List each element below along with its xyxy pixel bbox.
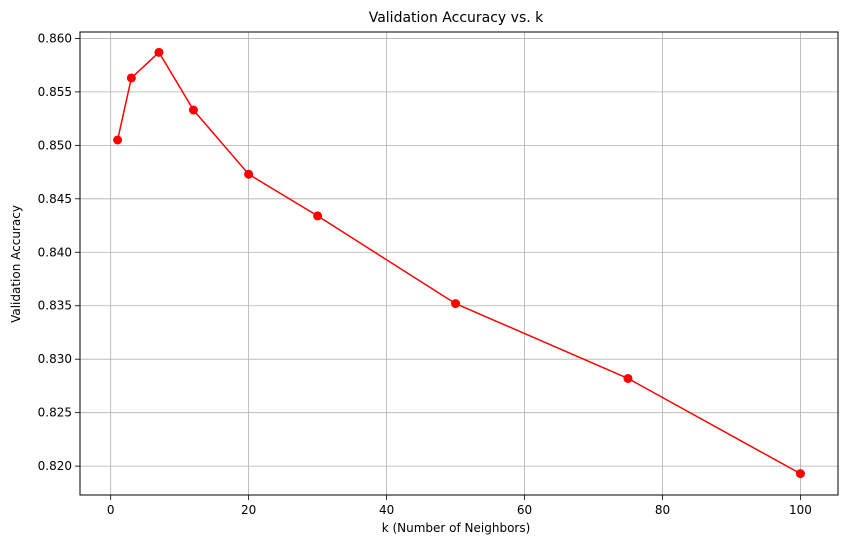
x-axis-label: k (Number of Neighbors) bbox=[382, 521, 531, 535]
data-point bbox=[451, 299, 461, 309]
data-point bbox=[623, 373, 633, 383]
data-point bbox=[244, 169, 254, 179]
y-tick-label: 0.855 bbox=[38, 85, 72, 99]
x-tick-label: 60 bbox=[517, 503, 532, 517]
y-axis: 0.820 0.825 0.830 0.835 0.840 0.845 0.850 0.855… bbox=[38, 31, 80, 473]
data-point bbox=[795, 469, 805, 479]
x-axis: 0 20 40 60 80 100 bbox=[107, 495, 812, 517]
chart-title: Validation Accuracy vs. k bbox=[369, 10, 544, 26]
data-point bbox=[126, 73, 136, 83]
x-tick-label: 0 bbox=[107, 503, 115, 517]
x-tick-label: 40 bbox=[379, 503, 394, 517]
y-tick-label: 0.850 bbox=[38, 138, 72, 152]
y-tick-label: 0.825 bbox=[38, 406, 72, 420]
data-point bbox=[154, 47, 164, 57]
y-tick-label: 0.820 bbox=[38, 459, 72, 473]
x-tick-label: 100 bbox=[789, 503, 812, 517]
plot-frame bbox=[79, 31, 839, 496]
grid bbox=[80, 32, 838, 495]
data-point bbox=[188, 105, 198, 115]
series-layer bbox=[113, 47, 805, 479]
y-tick-label: 0.860 bbox=[38, 31, 72, 45]
y-tick-label: 0.840 bbox=[38, 245, 72, 259]
y-axis-label: Validation Accuracy bbox=[9, 205, 23, 323]
x-tick-label: 80 bbox=[655, 503, 670, 517]
y-tick-label: 0.835 bbox=[38, 299, 72, 313]
y-tick-label: 0.845 bbox=[38, 192, 72, 206]
data-point bbox=[313, 211, 323, 221]
y-tick-label: 0.830 bbox=[38, 352, 72, 366]
data-point bbox=[113, 135, 123, 145]
x-tick-label: 20 bbox=[241, 503, 256, 517]
